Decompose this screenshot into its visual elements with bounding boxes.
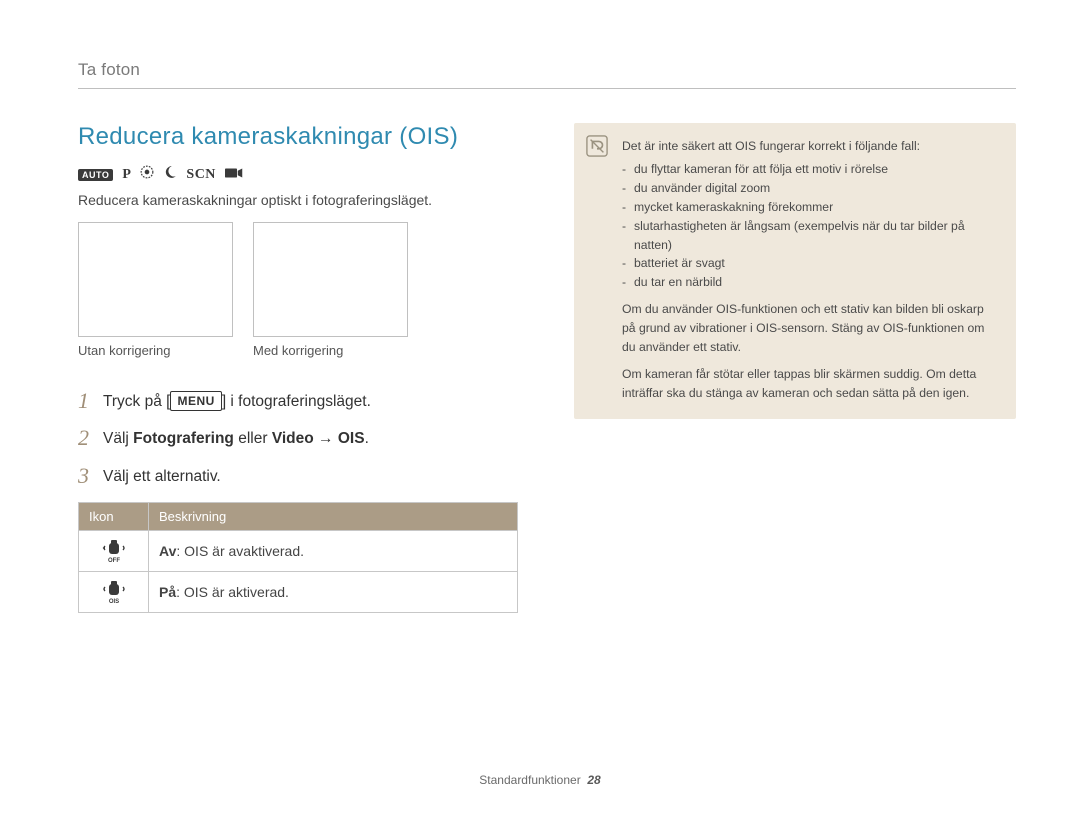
- option-desc: Av: OIS är avaktiverad.: [149, 530, 518, 571]
- options-table: Ikon Beskrivning: [78, 502, 518, 613]
- option-icon-ois: OIS: [79, 571, 149, 612]
- step-text: eller: [234, 430, 272, 447]
- step-text: Tryck på [: [103, 393, 170, 410]
- mode-p-icon: P: [122, 167, 131, 183]
- step-bold: Fotografering: [133, 430, 234, 447]
- thumb-before-image: [78, 222, 233, 337]
- note-box: Det är inte säkert att OIS fungerar korr…: [574, 123, 1016, 419]
- thumb-before-caption: Utan korrigering: [78, 343, 233, 358]
- subtitle: Reducera kameraskakningar optiskt i foto…: [78, 192, 518, 208]
- table-row: OIS På: OIS är aktiverad.: [79, 571, 518, 612]
- svg-text:OFF: OFF: [108, 558, 120, 563]
- right-column: Det är inte säkert att OIS fungerar korr…: [574, 123, 1016, 613]
- table-header-icon: Ikon: [79, 502, 149, 530]
- svg-text:OIS: OIS: [108, 599, 118, 604]
- thumb-after: Med korrigering: [253, 222, 408, 358]
- page-title: Reducera kameraskakningar (OIS): [78, 123, 518, 151]
- note-bullet: batteriet är svagt: [622, 254, 1000, 273]
- mode-night-icon: [163, 165, 177, 184]
- step-number: 2: [78, 427, 89, 449]
- mode-auto-icon: AUTO: [78, 169, 113, 181]
- option-text: : OIS är aktiverad.: [176, 584, 289, 600]
- divider: [78, 88, 1016, 89]
- step-text: ] i fotograferingsläget.: [222, 393, 371, 410]
- option-label: Av: [159, 543, 176, 559]
- table-row: OFF Av: OIS är avaktiverad.: [79, 530, 518, 571]
- note-bullet: du tar en närbild: [622, 273, 1000, 292]
- step-body: Tryck på [MENU] i fotograferingsläget.: [103, 390, 371, 413]
- page-number: 28: [587, 773, 600, 787]
- footer-section: Standardfunktioner: [479, 773, 580, 787]
- note-para: Om du använder OIS-funktionen och ett st…: [622, 300, 1000, 357]
- option-desc: På: OIS är aktiverad.: [149, 571, 518, 612]
- note-para: Om kameran får stötar eller tappas blir …: [622, 365, 1000, 403]
- footer: Standardfunktioner 28: [0, 773, 1080, 787]
- step-number: 3: [78, 465, 89, 487]
- option-icon-off: OFF: [79, 530, 149, 571]
- step-text: .: [365, 430, 369, 447]
- step-body: Välj Fotografering eller Video → OIS.: [103, 427, 369, 450]
- step-3: 3 Välj ett alternativ.: [78, 465, 518, 488]
- note-badge-icon: [586, 135, 608, 157]
- steps-list: 1 Tryck på [MENU] i fotograferingsläget.…: [78, 390, 518, 488]
- note-bullets: du flyttar kameran för att följa ett mot…: [622, 160, 1000, 292]
- mode-flash-icon: [140, 165, 154, 184]
- option-text: : OIS är avaktiverad.: [176, 543, 304, 559]
- step-bold: Video: [272, 430, 314, 447]
- step-1: 1 Tryck på [MENU] i fotograferingsläget.: [78, 390, 518, 413]
- note-bullet: mycket kameraskakning förekommer: [622, 198, 1000, 217]
- step-number: 1: [78, 390, 89, 412]
- thumb-before: Utan korrigering: [78, 222, 233, 358]
- option-label: På: [159, 584, 176, 600]
- mode-scn-icon: SCN: [186, 167, 216, 183]
- note-bullet: du använder digital zoom: [622, 179, 1000, 198]
- step-text: →: [314, 430, 338, 447]
- table-header-desc: Beskrivning: [149, 502, 518, 530]
- step-bold: OIS: [338, 430, 365, 447]
- mode-video-icon: [225, 166, 243, 184]
- left-column: Reducera kameraskakningar (OIS) AUTO P S…: [78, 123, 518, 613]
- note-intro: Det är inte säkert att OIS fungerar korr…: [622, 137, 1000, 156]
- step-body: Välj ett alternativ.: [103, 465, 221, 488]
- note-bullet: du flyttar kameran för att följa ett mot…: [622, 160, 1000, 179]
- menu-chip-icon: MENU: [170, 391, 221, 411]
- thumb-after-image: [253, 222, 408, 337]
- note-bullet: slutarhastigheten är långsam (exempelvis…: [622, 217, 1000, 255]
- thumb-after-caption: Med korrigering: [253, 343, 408, 358]
- step-text: Välj: [103, 430, 133, 447]
- mode-icons-row: AUTO P SCN: [78, 165, 518, 184]
- step-2: 2 Välj Fotografering eller Video → OIS.: [78, 427, 518, 450]
- breadcrumb: Ta foton: [78, 60, 1016, 80]
